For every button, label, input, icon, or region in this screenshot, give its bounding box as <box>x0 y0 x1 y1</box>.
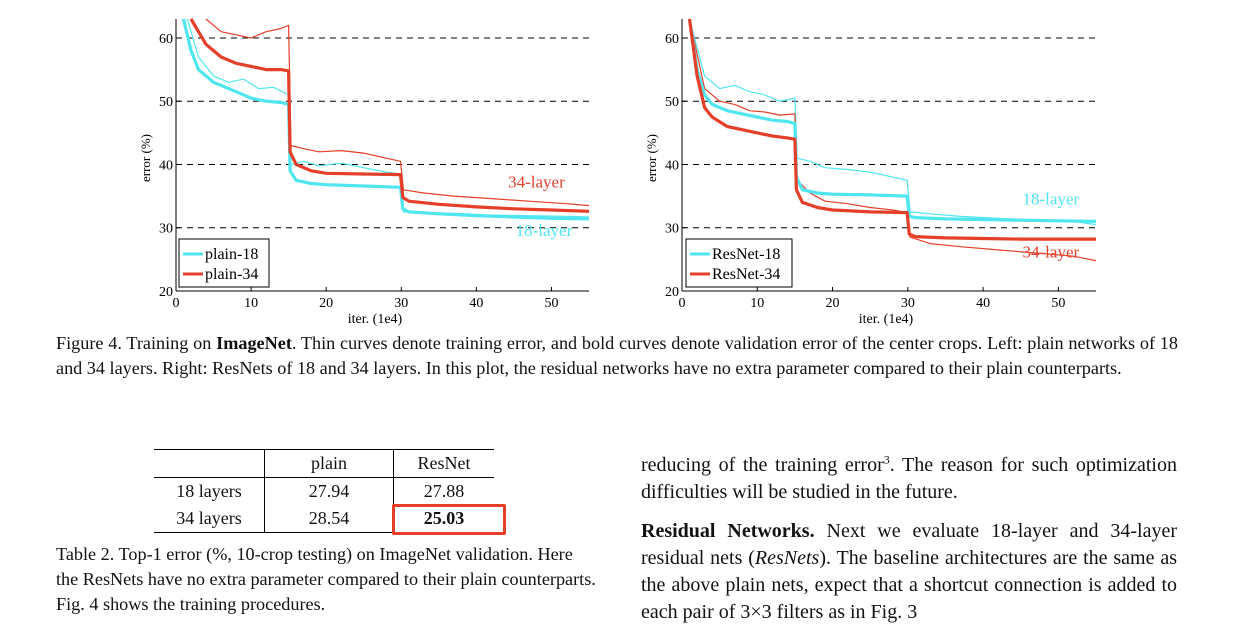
annotation-18-layer: 18-layer <box>516 221 573 240</box>
table-header-plain: plain <box>264 449 394 478</box>
y-tick-label: 20 <box>159 285 173 300</box>
legend-label-resnet-18: ResNet-18 <box>712 246 780 263</box>
paragraph-text: reducing of the training error <box>641 454 884 476</box>
paragraph: Residual Networks. Next we evaluate 18-l… <box>641 518 1177 626</box>
footnote-mark: 3 <box>883 452 890 467</box>
legend-label-plain-34: plain-34 <box>205 266 258 283</box>
table-row-label: 18 layers <box>154 477 265 505</box>
plain-networks-chart: error (%) iter. (1e4) 0 10 20 30 40 50 20 30 40 5… <box>138 18 590 327</box>
x-tick-label: 10 <box>244 296 258 311</box>
y-tick-label: 30 <box>159 222 173 237</box>
results-table: plain ResNet 18 layers 27.94 27.88 34 la… <box>154 449 506 535</box>
y-tick-label: 40 <box>159 158 173 173</box>
legend-label-resnet-34: ResNet-34 <box>712 266 780 283</box>
table-header-corner <box>154 449 265 478</box>
paragraph-text: . The reason for such optimization diffi… <box>641 454 1177 503</box>
x-tick-label: 20 <box>826 296 840 311</box>
table-row: 34 layers 28.54 25.03 <box>154 504 506 535</box>
table-header-row: plain ResNet <box>154 449 494 478</box>
resnet-chart: error (%) iter. (1e4) 0 10 20 30 40 50 20 30 40 5… <box>644 18 1097 327</box>
x-tick-label: 50 <box>544 296 558 311</box>
y-axis-label: error (%) <box>644 134 659 182</box>
annotation-18-layer: 18-layer <box>1023 189 1080 208</box>
series-line-resnet-34-train <box>688 18 1097 262</box>
x-tick-label: 0 <box>173 296 180 311</box>
series-line-plain-34 <box>189 18 590 213</box>
figure-caption-text: Training on <box>121 333 217 353</box>
annotation-34-layer: 34-layer <box>1023 242 1080 261</box>
chart-legend: plain-18 plain-34 <box>178 238 270 288</box>
table-row: 18 layers 27.94 27.88 <box>154 477 494 505</box>
table-caption: Table 2. Top-1 error (%, 10-crop testing… <box>56 544 596 614</box>
y-tick-label: 40 <box>665 158 679 173</box>
table-cell-resnet: 27.88 <box>423 481 465 501</box>
x-tick-label: 50 <box>1051 296 1065 311</box>
x-axis-label: iter. (1e4) <box>348 312 403 327</box>
table-cell-resnet-best: 25.03 <box>392 504 506 535</box>
x-axis-label: iter. (1e4) <box>859 312 914 327</box>
body-text: reducing of the training error3. The rea… <box>641 452 1177 626</box>
table-cell-plain: 28.54 <box>264 505 394 533</box>
x-tick-label: 0 <box>679 296 686 311</box>
series-line-plain-34-train <box>205 18 590 207</box>
table-header-resnet: ResNet <box>417 453 471 473</box>
chart-legend: ResNet-18 ResNet-34 <box>685 238 793 288</box>
y-axis-label: error (%) <box>138 134 153 182</box>
y-tick-label: 50 <box>665 95 679 110</box>
y-tick-label: 30 <box>665 222 679 237</box>
best-value: 25.03 <box>423 508 465 528</box>
figure-caption: Figure 4. Training on ImageNet. Thin cur… <box>56 331 1178 381</box>
emphasis: ResNets <box>754 547 820 569</box>
paragraph-text: Next we evaluate 18-layer and 34-layer r… <box>641 520 1178 569</box>
y-tick-label: 50 <box>159 95 173 110</box>
x-tick-label: 20 <box>319 296 333 311</box>
paragraph: reducing of the training error3. The rea… <box>641 452 1177 506</box>
series-line-resnet-34 <box>687 18 1096 241</box>
section-heading: Residual Networks. <box>641 520 815 542</box>
y-tick-label: 60 <box>665 32 679 47</box>
series-line-resnet-18 <box>687 18 1097 223</box>
y-tick-label: 60 <box>159 32 173 47</box>
x-tick-label: 10 <box>750 296 764 311</box>
highlight-box <box>392 504 506 535</box>
series-line-resnet-18-train <box>688 18 1097 226</box>
figure-caption-label: Figure 4. <box>56 333 122 353</box>
x-tick-label: 30 <box>901 296 915 311</box>
table-row-label: 34 layers <box>154 505 265 533</box>
paragraph-text: ). The baseline architectures are the sa… <box>641 547 1178 623</box>
x-tick-label: 40 <box>976 296 990 311</box>
x-tick-label: 30 <box>394 296 408 311</box>
legend-label-plain-18: plain-18 <box>205 246 258 263</box>
table-cell-plain: 27.94 <box>264 477 394 505</box>
x-tick-label: 40 <box>469 296 483 311</box>
y-tick-label: 20 <box>665 285 679 300</box>
figure-caption-bold: ImageNet <box>216 333 292 353</box>
figure-caption-text: . Thin curves denote training error, and… <box>56 333 1178 378</box>
series-line-plain-18 <box>181 18 590 221</box>
annotation-34-layer: 34-layer <box>508 172 565 191</box>
